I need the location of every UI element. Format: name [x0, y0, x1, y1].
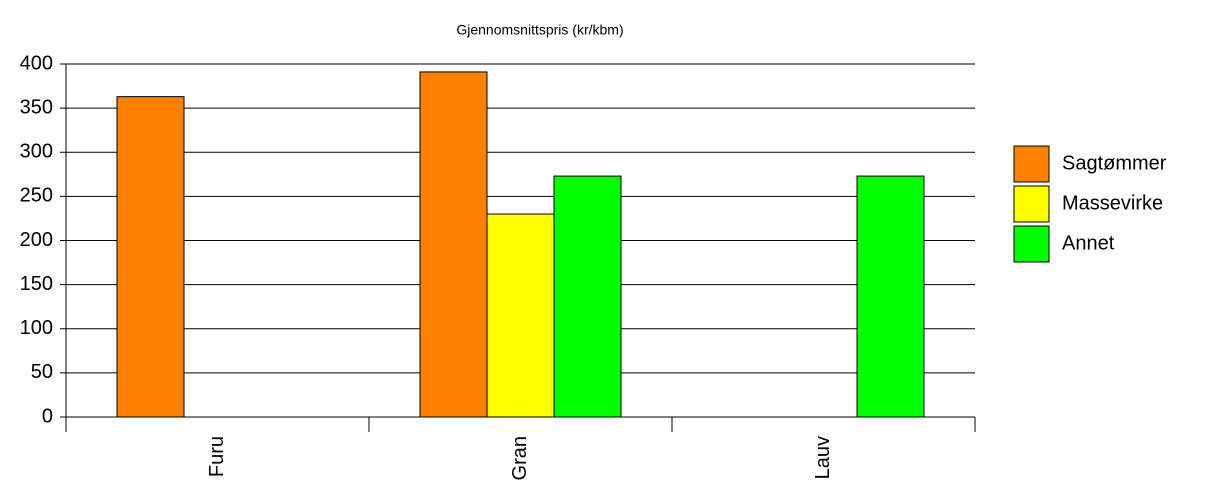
- legend-label: Sagtømmer: [1062, 152, 1167, 174]
- y-tick-label: 200: [20, 229, 53, 251]
- y-tick-label: 100: [20, 317, 53, 339]
- legend-swatch: [1013, 185, 1050, 223]
- legend-swatch: [1013, 225, 1050, 263]
- y-tick-label: 300: [20, 141, 53, 163]
- bar: [553, 175, 622, 418]
- bar: [419, 71, 488, 418]
- y-tick-label: 350: [20, 96, 53, 118]
- x-tick-label: Lauv: [812, 436, 834, 479]
- y-tick-label: 150: [20, 273, 53, 295]
- y-tick-label: 400: [20, 52, 53, 74]
- y-tick-label: 50: [31, 361, 53, 383]
- legend-label: Massevirke: [1062, 192, 1163, 214]
- x-tick-label: Gran: [509, 436, 531, 480]
- x-tick-label: Furu: [206, 436, 228, 477]
- y-tick-label: 0: [42, 405, 53, 427]
- chart-title: Gjennomsnittspris (kr/kbm): [456, 22, 623, 38]
- legend-label: Annet: [1062, 232, 1115, 254]
- legend-swatch: [1013, 145, 1050, 183]
- bar: [116, 96, 185, 418]
- bar: [486, 213, 555, 418]
- y-tick-label: 250: [20, 185, 53, 207]
- bar: [856, 175, 925, 418]
